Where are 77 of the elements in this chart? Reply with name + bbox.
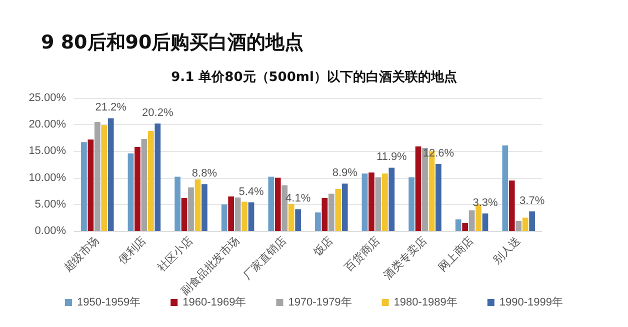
data-label: 8.8% xyxy=(192,168,218,180)
bar xyxy=(101,125,108,231)
x-tick-label: 社区小店 xyxy=(154,234,196,274)
y-tick-label: 15.00% xyxy=(28,145,66,158)
data-label: 8.9% xyxy=(332,167,358,180)
bar xyxy=(516,220,522,231)
x-tick-label: 便利店 xyxy=(116,234,148,267)
bar xyxy=(94,122,100,231)
legend-label: 1960-1969年 xyxy=(182,296,246,308)
y-tick-label: 20.00% xyxy=(28,118,66,131)
y-tick-label: 0.00% xyxy=(34,225,66,237)
bar xyxy=(181,198,188,231)
bar xyxy=(228,196,234,231)
chart-subtitle: 9.1 单价80元（500ml）以下的白酒关联的地点 xyxy=(171,69,457,85)
bar xyxy=(335,188,342,231)
x-tick-label: 网上商店 xyxy=(436,234,476,274)
bar xyxy=(482,213,488,231)
bar xyxy=(108,118,114,231)
y-tick-label: 5.00% xyxy=(34,198,66,210)
bar xyxy=(436,164,442,231)
bar xyxy=(202,184,208,231)
bar xyxy=(148,130,154,231)
x-tick-label: 别人送 xyxy=(491,234,523,267)
data-label: 20.2% xyxy=(142,107,174,120)
bar xyxy=(468,210,475,231)
bar xyxy=(382,174,388,231)
legend-label: 1990-1999年 xyxy=(499,296,564,308)
bar xyxy=(221,204,228,231)
x-tick-label: 酒类专卖店 xyxy=(381,234,430,282)
x-tick-label: 饭店 xyxy=(310,234,336,260)
bar xyxy=(522,218,528,231)
bar xyxy=(342,184,348,231)
bar xyxy=(128,153,134,231)
x-tick-label: 超级市场 xyxy=(61,234,102,274)
bar xyxy=(88,139,94,231)
bar xyxy=(322,198,328,231)
bar xyxy=(415,146,422,231)
bar xyxy=(388,168,395,231)
data-label: 5.4% xyxy=(238,186,264,198)
bar xyxy=(315,212,321,231)
data-label: 3.3% xyxy=(472,196,498,209)
x-tick-label: 百货商店 xyxy=(342,234,382,274)
x-tick-label: 厂家直销店 xyxy=(240,234,289,282)
bar xyxy=(328,194,334,231)
bar xyxy=(174,176,180,231)
bar xyxy=(268,176,274,231)
data-label: 11.9% xyxy=(376,151,408,164)
bar xyxy=(462,223,468,231)
bar xyxy=(154,124,161,231)
bar xyxy=(248,202,254,231)
bar xyxy=(288,204,294,231)
legend-label: 1980-1989年 xyxy=(394,296,458,308)
bar xyxy=(375,177,382,231)
legend-label: 1970-1979年 xyxy=(288,296,352,308)
bar xyxy=(81,142,87,231)
y-tick-label: 10.00% xyxy=(28,172,66,184)
bar xyxy=(194,179,201,231)
bar xyxy=(408,177,414,231)
chart-title: 9 80后和90后购买白酒的地点 xyxy=(41,32,304,54)
y-tick-label: 25.00% xyxy=(28,92,66,104)
bar xyxy=(362,174,368,231)
bar xyxy=(455,219,462,231)
bar xyxy=(134,146,140,231)
bar xyxy=(368,172,374,231)
bar xyxy=(141,138,148,231)
bar xyxy=(508,180,515,231)
bar xyxy=(295,209,301,231)
legend-label: 1950-1959年 xyxy=(76,296,141,308)
data-label: 3.7% xyxy=(520,194,545,207)
bar xyxy=(274,178,281,231)
bar xyxy=(502,145,508,231)
data-label: 4.1% xyxy=(286,192,311,205)
bar xyxy=(242,202,248,231)
data-label: 21.2% xyxy=(95,102,127,114)
bar xyxy=(234,197,241,231)
bar xyxy=(529,211,535,231)
bar xyxy=(188,187,194,231)
